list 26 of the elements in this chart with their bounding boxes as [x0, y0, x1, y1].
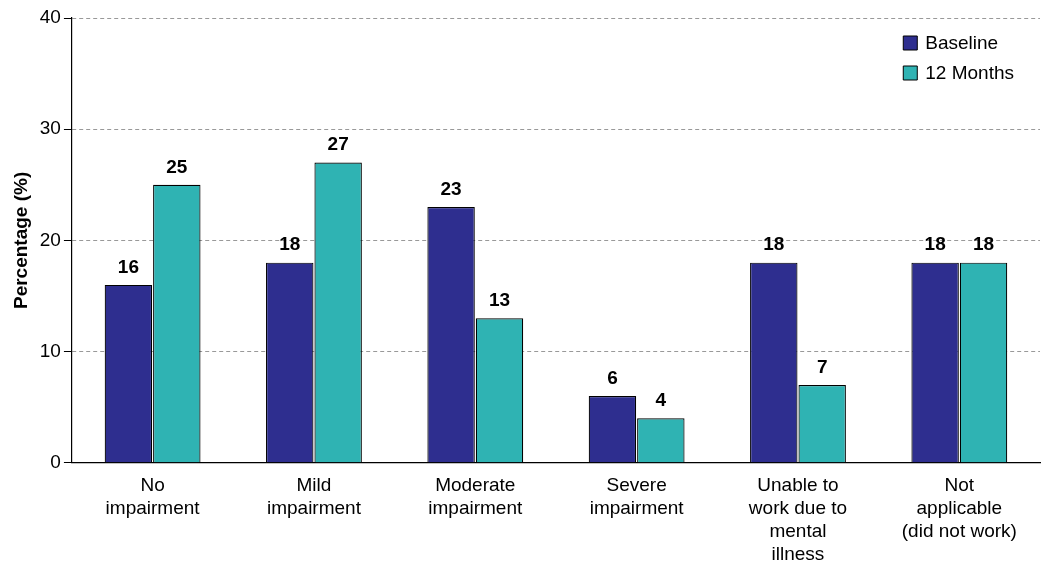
x-tick-label: Unable to work due to mental illness — [747, 474, 848, 564]
y-tick-label: 0 — [50, 451, 61, 473]
x-tick-label: Severe impairment — [589, 474, 685, 519]
data-label: 7 — [816, 355, 828, 377]
data-label: 6 — [607, 366, 618, 388]
data-label: 25 — [166, 155, 188, 177]
x-tick-label: No impairment — [105, 474, 201, 519]
data-label: 13 — [488, 288, 511, 310]
y-tick-label: 30 — [39, 117, 61, 139]
x-tick-label: Mild impairment — [266, 474, 362, 519]
y-tick-label: 20 — [39, 228, 61, 250]
y-tick-label: 10 — [39, 339, 61, 361]
legend-label: Baseline — [925, 32, 999, 54]
data-label: 18 — [924, 233, 946, 255]
y-axis-title: Percentage (%) — [9, 171, 31, 310]
data-label: 4 — [655, 389, 667, 411]
data-label: 18 — [972, 233, 995, 255]
x-tick-label: Not applicable (did not work) — [901, 474, 1017, 542]
data-label: 27 — [327, 133, 349, 155]
data-label: 18 — [279, 233, 301, 255]
x-tick-label: Moderate impairment — [428, 474, 523, 519]
data-label: 18 — [763, 233, 785, 255]
legend-label: 12 Months — [925, 62, 1015, 84]
data-label: 23 — [440, 177, 462, 199]
y-tick-label: 40 — [39, 6, 61, 28]
data-label: 16 — [117, 255, 139, 277]
